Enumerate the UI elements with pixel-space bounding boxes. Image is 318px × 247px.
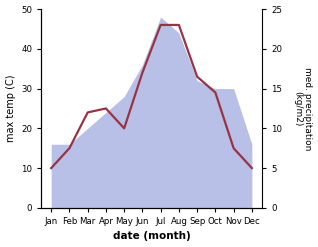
X-axis label: date (month): date (month) <box>113 231 190 242</box>
Y-axis label: max temp (C): max temp (C) <box>5 75 16 142</box>
Y-axis label: med. precipitation
(kg/m2): med. precipitation (kg/m2) <box>293 67 313 150</box>
